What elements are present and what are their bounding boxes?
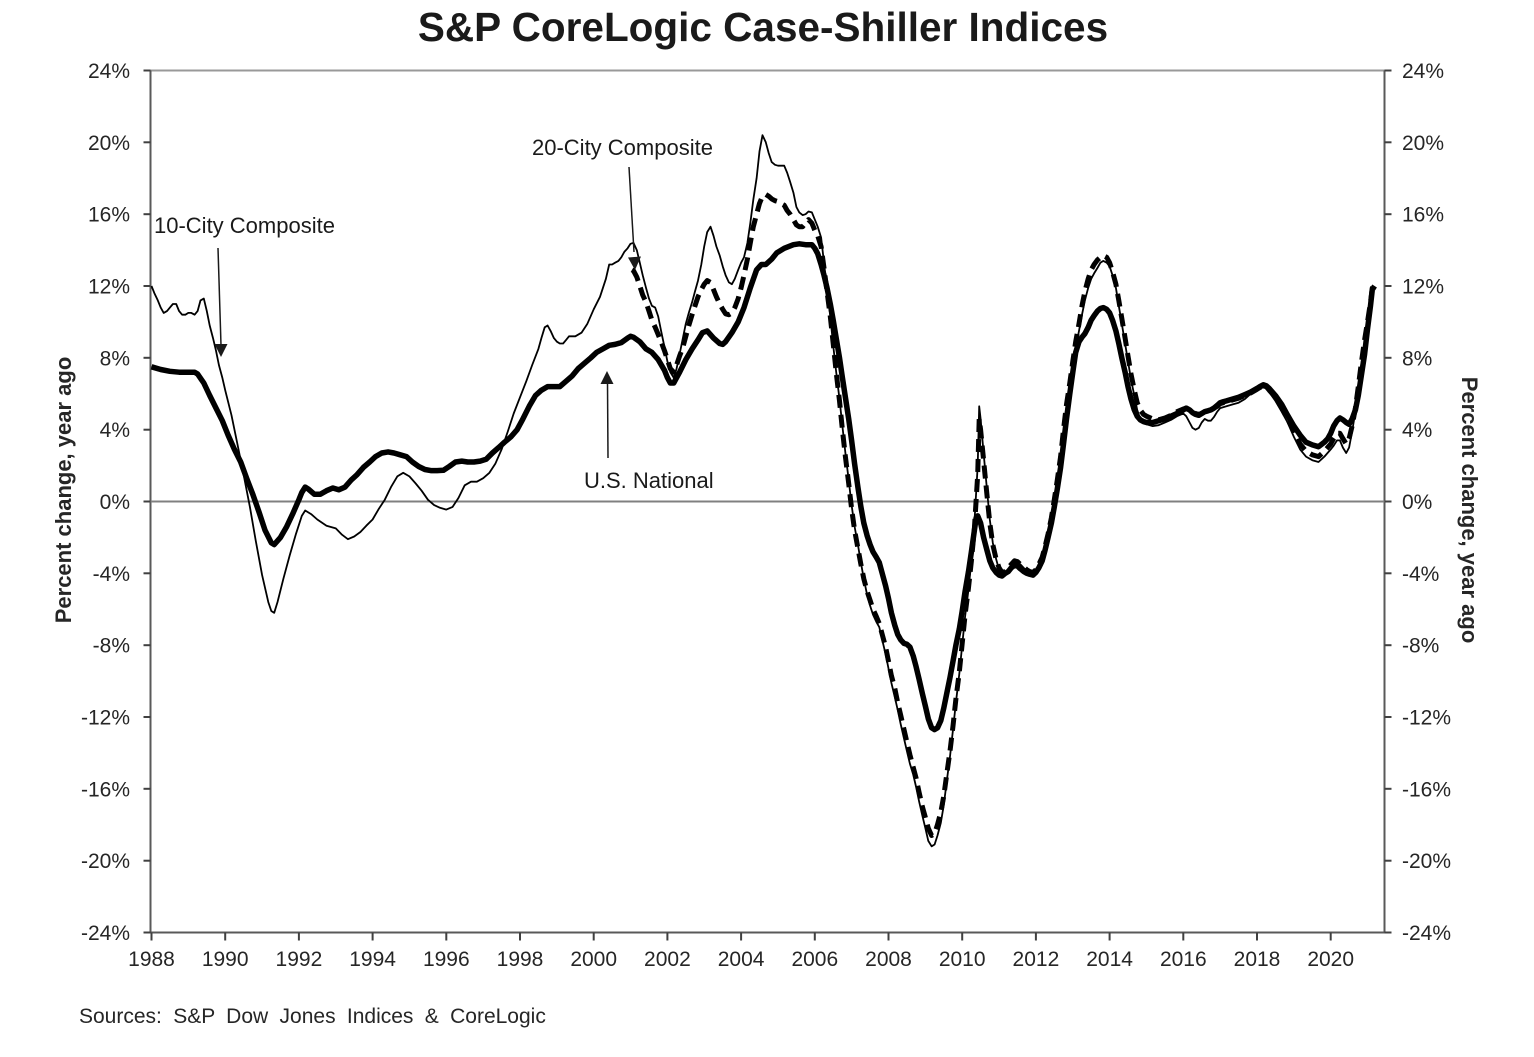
svg-text:1988: 1988 [128,948,175,971]
svg-text:-20%: -20% [81,850,130,873]
svg-text:16%: 16% [1402,204,1444,227]
svg-text:2014: 2014 [1086,948,1133,971]
svg-text:-24%: -24% [1402,922,1451,945]
svg-text:0%: 0% [100,491,130,514]
svg-text:1996: 1996 [423,948,470,971]
svg-text:-12%: -12% [81,707,130,730]
svg-text:1998: 1998 [497,948,544,971]
svg-text:1992: 1992 [276,948,323,971]
svg-text:4%: 4% [100,419,130,442]
svg-text:Percent change, year ago: Percent change, year ago [51,357,76,624]
svg-text:-8%: -8% [1402,635,1439,658]
svg-text:20%: 20% [88,132,130,155]
svg-text:2012: 2012 [1013,948,1060,971]
svg-text:8%: 8% [1402,347,1432,370]
svg-text:-16%: -16% [81,778,130,801]
svg-text:1994: 1994 [349,948,396,971]
svg-text:U.S. National: U.S. National [584,468,714,493]
svg-text:10-City Composite: 10-City Composite [154,213,335,238]
svg-text:Percent change, year ago: Percent change, year ago [1457,377,1482,644]
svg-text:12%: 12% [1402,276,1444,299]
svg-text:12%: 12% [88,276,130,299]
svg-text:2016: 2016 [1160,948,1207,971]
svg-text:-16%: -16% [1402,778,1451,801]
svg-text:20-City Composite: 20-City Composite [532,135,713,160]
svg-text:-12%: -12% [1402,707,1451,730]
svg-text:0%: 0% [1402,491,1432,514]
svg-text:2020: 2020 [1307,948,1354,971]
svg-text:24%: 24% [1402,60,1444,83]
svg-text:-8%: -8% [93,635,130,658]
svg-text:20%: 20% [1402,132,1444,155]
svg-text:16%: 16% [88,204,130,227]
svg-text:2000: 2000 [570,948,617,971]
svg-text:-4%: -4% [93,563,130,586]
svg-text:4%: 4% [1402,419,1432,442]
svg-text:2004: 2004 [718,948,765,971]
svg-text:24%: 24% [88,60,130,83]
svg-text:2008: 2008 [865,948,912,971]
svg-text:-4%: -4% [1402,563,1439,586]
svg-text:2006: 2006 [791,948,838,971]
svg-text:S&P CoreLogic Case-Shiller Ind: S&P CoreLogic Case-Shiller Indices [418,4,1108,50]
svg-text:-24%: -24% [81,922,130,945]
svg-text:8%: 8% [100,347,130,370]
svg-text:-20%: -20% [1402,850,1451,873]
svg-text:2010: 2010 [939,948,986,971]
svg-text:Sources: S&P Dow Jones Indice: Sources: S&P Dow Jones Indices & CoreLog… [79,1005,546,1028]
svg-text:1990: 1990 [202,948,249,971]
svg-text:2018: 2018 [1234,948,1281,971]
svg-text:2002: 2002 [644,948,691,971]
